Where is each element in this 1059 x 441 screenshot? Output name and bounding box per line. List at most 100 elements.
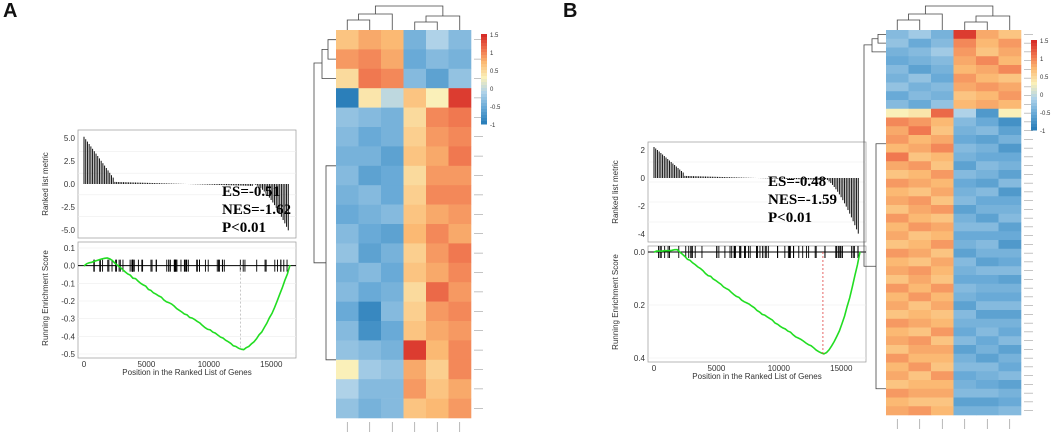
heatmap-cell xyxy=(953,388,977,398)
heatmap-cell xyxy=(448,88,472,108)
heatmap-cell xyxy=(886,170,909,180)
heatmap-cell xyxy=(998,292,1022,302)
heatmap-cell xyxy=(908,135,932,145)
heatmap-cell xyxy=(358,262,382,283)
es-ytick: -0.3 xyxy=(61,315,75,324)
heatmap-cell xyxy=(998,397,1022,407)
heatmap-cell xyxy=(426,243,449,264)
heatmap-cell xyxy=(403,49,427,70)
heatmap-cell xyxy=(908,388,932,398)
heatmap-cell xyxy=(931,170,954,180)
colorbar-segment xyxy=(1031,82,1037,86)
heatmap-cell xyxy=(336,398,359,419)
colorbar-segment xyxy=(481,49,487,53)
heatmap-cell xyxy=(336,282,359,302)
ranked-ytick: -4 xyxy=(638,230,646,239)
ranked-ylabel: Ranked list metric xyxy=(611,160,620,224)
heatmap-cell xyxy=(976,248,999,258)
heatmap-cell xyxy=(931,152,954,162)
heatmap-cell xyxy=(953,283,977,293)
heatmap-cell xyxy=(358,107,382,128)
heatmap-cell xyxy=(403,262,427,283)
heatmap-cell xyxy=(403,127,427,147)
heatmap-cell xyxy=(886,388,909,398)
heatmap-b: 1.5 1 0.5 0 -0.5 -1 xyxy=(863,5,1051,429)
heatmap-cell xyxy=(426,359,449,380)
heatmap-cell xyxy=(358,68,382,89)
heatmap-cell xyxy=(931,187,954,197)
heatmap-cell xyxy=(886,100,909,110)
heatmap-cell xyxy=(381,243,404,264)
heatmap-cell xyxy=(976,406,999,416)
heatmap-cell xyxy=(358,185,382,205)
colorbar-segment xyxy=(481,103,487,107)
heatmap-cell xyxy=(426,379,449,399)
ranked-ytick: 2 xyxy=(641,146,646,155)
heatmap-cell xyxy=(998,126,1022,136)
heatmap-cell xyxy=(953,91,977,101)
heatmap-cell xyxy=(886,301,909,311)
heatmap-cell xyxy=(953,318,977,328)
row-dendrogram xyxy=(863,33,886,390)
x-tick: 10000 xyxy=(198,360,221,369)
heatmap-cell xyxy=(931,91,954,101)
heatmap-cell xyxy=(448,340,472,361)
heatmap-cell xyxy=(931,231,954,241)
heatmap-cell xyxy=(976,388,999,398)
heatmap-cell xyxy=(358,282,382,302)
colorbar-segment xyxy=(481,43,487,47)
heatmap-cell xyxy=(976,371,999,381)
es-ytick: 0.4 xyxy=(634,354,646,363)
heatmap-cell xyxy=(381,379,404,399)
heatmap-cell xyxy=(886,345,909,355)
heatmap-cell xyxy=(403,301,427,322)
heatmap-cell xyxy=(908,73,932,83)
heatmap-cell xyxy=(976,353,999,363)
colorbar-tick: 0 xyxy=(490,87,494,93)
heatmap-cell xyxy=(953,248,977,258)
gsea-plot-a: 5.0 2.5 0.0 -2.5 -5.0 Ranked list metric ES=-0… xyxy=(41,129,297,377)
heatmap-cell xyxy=(998,345,1022,355)
nes-value: NES=-1.59 xyxy=(768,192,837,208)
heatmap-cell xyxy=(953,397,977,407)
heatmap-cell xyxy=(953,65,977,75)
heatmap-cell xyxy=(931,310,954,320)
es-value: ES=-0.48 xyxy=(768,174,826,190)
colorbar-tick: 0 xyxy=(1040,93,1044,99)
colorbar-tick: 1.5 xyxy=(490,33,499,39)
heatmap-cell xyxy=(381,127,404,147)
heatmap-cell xyxy=(976,205,999,215)
colorbar-segment xyxy=(1031,85,1037,89)
heatmap-cell xyxy=(426,340,449,361)
colorbar-segment xyxy=(481,64,487,68)
heatmap-cell xyxy=(403,243,427,264)
heatmap-cell xyxy=(908,187,932,197)
heatmap-cell xyxy=(886,73,909,83)
colorbar-segment xyxy=(481,112,487,116)
heatmap-cell xyxy=(953,205,977,215)
heatmap-cell xyxy=(381,107,404,128)
heatmap-cell xyxy=(998,187,1022,197)
heatmap-cell xyxy=(381,398,404,419)
heatmap-cell xyxy=(976,327,999,337)
colorbar-segment xyxy=(1031,43,1037,47)
colorbar-segment xyxy=(1031,61,1037,65)
heatmap-cell xyxy=(381,359,404,380)
heatmap-cell xyxy=(998,213,1022,223)
heatmap-cell xyxy=(886,371,909,381)
heatmap-cell xyxy=(931,380,954,390)
heatmap-cell xyxy=(886,38,909,48)
heatmap-cell xyxy=(886,108,909,118)
heatmap-cell xyxy=(953,47,977,57)
heatmap-cell xyxy=(886,310,909,320)
heatmap-cell xyxy=(908,371,932,381)
column-dendrogram xyxy=(896,5,1011,30)
heatmap-cell xyxy=(448,224,472,244)
heatmap-cell xyxy=(931,397,954,407)
heatmap-cell xyxy=(886,257,909,267)
heatmap-cell xyxy=(953,126,977,136)
heatmap-cell xyxy=(336,359,359,380)
heatmap-cell xyxy=(931,108,954,118)
heatmap-cell xyxy=(908,336,932,346)
colorbar-segment xyxy=(481,61,487,65)
